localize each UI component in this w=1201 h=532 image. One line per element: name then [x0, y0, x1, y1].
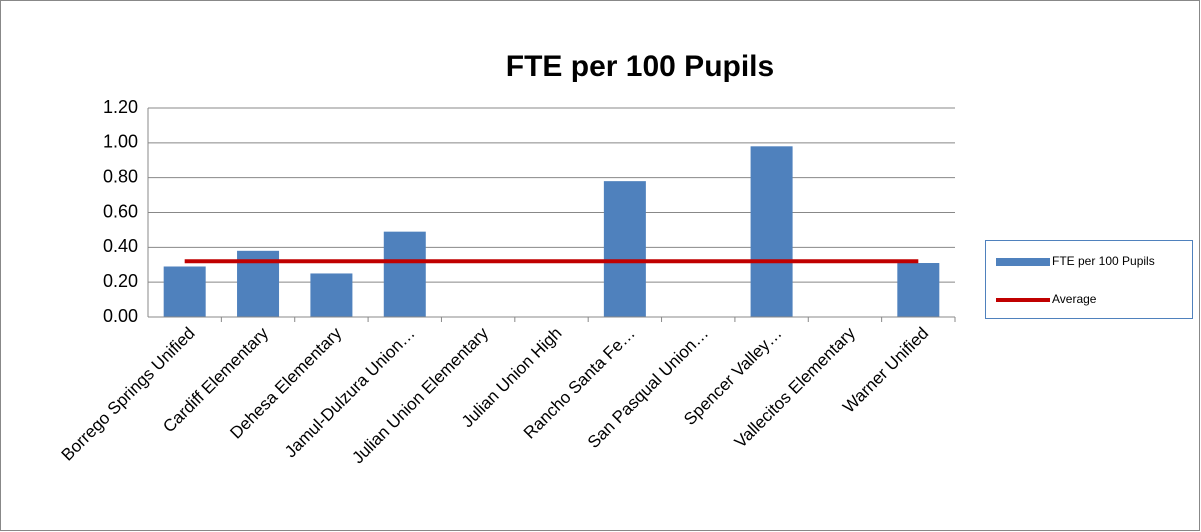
- legend-swatch: [996, 258, 1050, 266]
- bar: [897, 263, 940, 317]
- bar: [603, 181, 646, 317]
- bar: [750, 146, 793, 317]
- legend-label: FTE per 100 Pupils: [1052, 254, 1155, 268]
- y-tick-label: 0.80: [103, 166, 138, 186]
- y-tick-label: 0.40: [103, 236, 138, 256]
- legend-box: [985, 240, 1193, 319]
- bar: [310, 273, 353, 317]
- y-tick-label: 1.20: [103, 97, 138, 117]
- bar: [163, 266, 206, 317]
- legend-label: Average: [1052, 292, 1097, 306]
- bar: [383, 231, 426, 317]
- y-tick-label: 0.60: [103, 201, 138, 221]
- chart-title: FTE per 100 Pupils: [506, 50, 774, 83]
- y-tick-label: 0.20: [103, 271, 138, 291]
- y-tick-label: 1.00: [103, 132, 138, 152]
- y-tick-label: 0.00: [103, 306, 138, 326]
